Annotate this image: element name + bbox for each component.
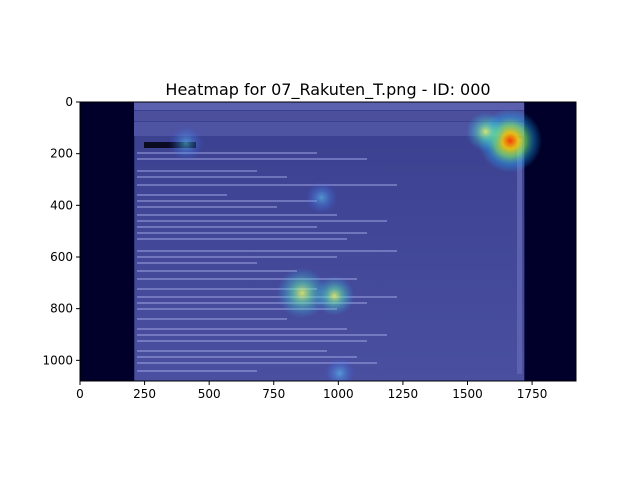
heatmap-hotspot — [276, 267, 328, 319]
x-tick-label: 750 — [262, 387, 285, 401]
text-line — [137, 232, 367, 234]
text-line — [137, 340, 367, 342]
heatmap-hotspot — [304, 180, 339, 215]
text-line — [137, 356, 357, 358]
text-line — [137, 184, 397, 186]
text-line — [137, 220, 387, 222]
x-axis: 0 250 500 750 1000 1250 1500 1750 — [76, 381, 547, 401]
heatmap-hotspot — [465, 111, 506, 152]
text-line — [137, 302, 367, 304]
text-line — [137, 250, 397, 252]
text-line — [137, 152, 317, 154]
text-line — [137, 206, 277, 208]
text-line — [137, 214, 337, 216]
text-line — [137, 308, 337, 310]
heatmap-hotspot — [314, 275, 355, 316]
text-line — [137, 170, 257, 172]
text-line — [137, 334, 387, 336]
text-line — [137, 256, 337, 258]
scrollbar — [517, 138, 522, 374]
plot-area — [80, 102, 576, 381]
window-titlebar — [134, 102, 524, 110]
y-tick-label: 0 — [65, 95, 73, 109]
x-tick-label: 0 — [76, 387, 84, 401]
text-line — [137, 288, 317, 290]
x-tick-label: 1750 — [517, 387, 548, 401]
x-tick-label: 250 — [133, 387, 156, 401]
text-line — [137, 200, 317, 202]
email-text-lines — [137, 152, 397, 372]
text-line — [137, 270, 297, 272]
y-tick-label: 800 — [50, 302, 73, 316]
text-line — [137, 328, 347, 330]
text-line — [137, 158, 367, 160]
attention-hotspots — [168, 108, 543, 381]
x-tick-label: 1500 — [452, 387, 483, 401]
y-tick-label: 600 — [50, 250, 73, 264]
text-line — [137, 296, 397, 298]
y-axis: 0 200 400 600 800 1000 — [42, 95, 80, 367]
x-tick-label: 1250 — [388, 387, 419, 401]
subject-bar — [134, 122, 524, 136]
text-line — [137, 194, 227, 196]
y-tick-label: 200 — [50, 147, 73, 161]
text-line — [137, 362, 377, 364]
heatmap-hotspot — [168, 125, 204, 162]
text-line — [137, 226, 317, 228]
text-line — [137, 262, 257, 264]
text-line — [137, 318, 287, 320]
chart-title: Heatmap for 07_Rakuten_T.png - ID: 000 — [165, 80, 490, 100]
x-tick-label: 500 — [198, 387, 221, 401]
x-tick-label: 1000 — [323, 387, 354, 401]
y-tick-label: 400 — [50, 198, 73, 212]
text-line — [137, 278, 357, 280]
text-line — [137, 238, 347, 240]
plot-frame — [79, 101, 577, 382]
text-line — [137, 176, 287, 178]
toolbar — [134, 111, 524, 121]
heatmap-hotspot — [324, 357, 356, 381]
y-tick-label: 1000 — [42, 353, 73, 367]
text-line — [137, 370, 257, 372]
text-line — [137, 350, 327, 352]
